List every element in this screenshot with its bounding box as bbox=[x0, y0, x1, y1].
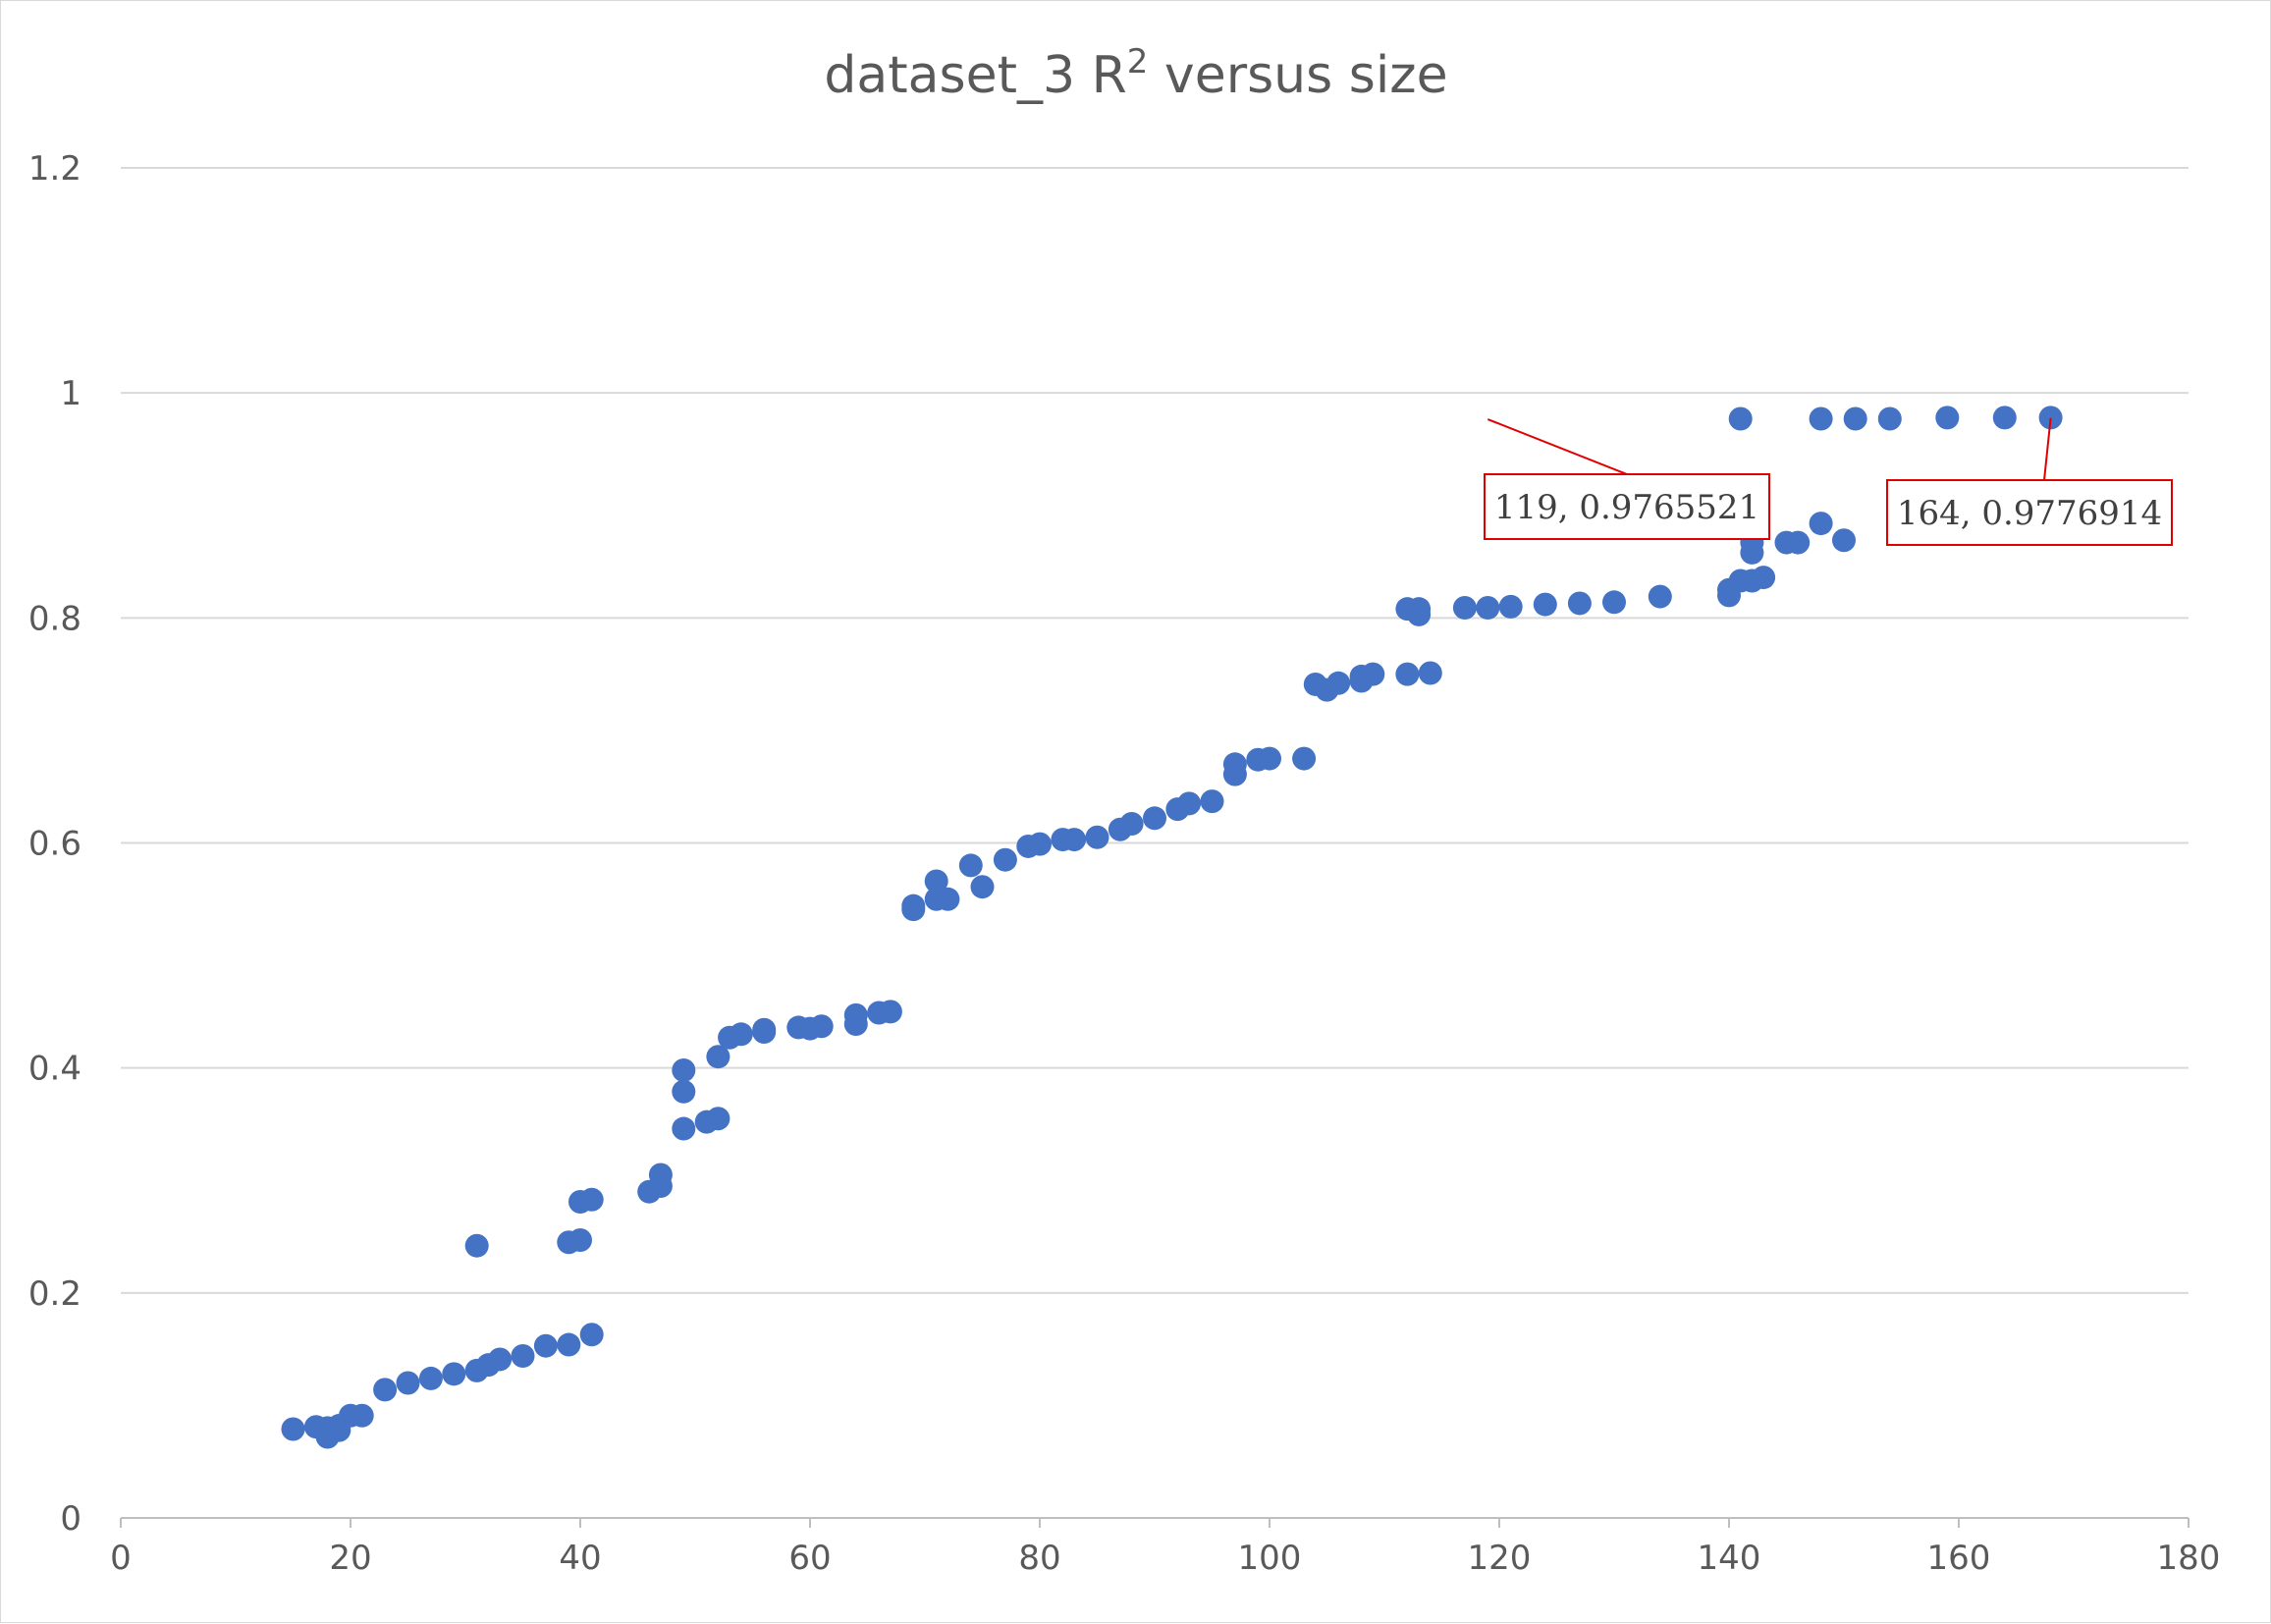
chart-title: dataset_3 R2 versus size bbox=[824, 42, 1447, 105]
data-point bbox=[1752, 566, 1776, 590]
data-point bbox=[1395, 662, 1420, 686]
x-tick-label: 140 bbox=[1698, 1539, 1761, 1578]
data-point bbox=[1200, 789, 1224, 814]
data-point bbox=[579, 1187, 604, 1212]
annotation-leader-line bbox=[2043, 417, 2052, 481]
data-point bbox=[878, 1000, 902, 1024]
y-tick-label: 0 bbox=[60, 1499, 81, 1539]
data-point bbox=[809, 1014, 834, 1039]
x-tick-label: 80 bbox=[1018, 1539, 1060, 1578]
annotation-box bbox=[1886, 479, 2173, 546]
data-annotations: 119, 0.9765521 164, 0.9776914 bbox=[1484, 417, 2173, 546]
y-tick-label: 1.2 bbox=[28, 149, 81, 189]
x-tick-label: 40 bbox=[559, 1539, 601, 1578]
y-tick-label: 0.2 bbox=[28, 1274, 81, 1314]
data-point bbox=[373, 1378, 398, 1402]
x-tick-label: 180 bbox=[2157, 1539, 2221, 1578]
chart-title-suffix: versus size bbox=[1148, 46, 1447, 105]
data-point bbox=[2038, 406, 2063, 430]
y-axis-tick-labels: 0 0.2 0.4 0.6 0.8 1 1.2 bbox=[28, 149, 81, 1539]
data-point bbox=[557, 1332, 581, 1357]
data-point bbox=[958, 853, 983, 878]
data-point bbox=[464, 1233, 489, 1258]
data-point bbox=[1533, 592, 1557, 617]
data-point bbox=[936, 887, 960, 911]
data-point bbox=[970, 875, 995, 899]
data-point bbox=[1143, 806, 1166, 831]
data-point bbox=[924, 869, 948, 893]
data-point bbox=[752, 1017, 777, 1042]
data-point bbox=[533, 1333, 558, 1358]
data-point bbox=[1809, 406, 1833, 431]
x-tick-label: 120 bbox=[1468, 1539, 1532, 1578]
data-point bbox=[1119, 812, 1144, 837]
y-tick-label: 1 bbox=[60, 374, 81, 413]
x-axis-tick-labels: 0 20 40 60 80 100 120 140 160 180 bbox=[110, 1539, 2220, 1578]
data-point bbox=[1258, 746, 1281, 771]
data-point bbox=[1476, 596, 1500, 621]
data-point bbox=[1809, 512, 1833, 536]
data-point bbox=[396, 1371, 420, 1395]
data-point bbox=[1648, 584, 1672, 609]
data-point bbox=[1786, 530, 1811, 555]
x-tick-label: 60 bbox=[788, 1539, 831, 1578]
data-point bbox=[1452, 596, 1477, 621]
data-point bbox=[1832, 528, 1856, 553]
data-point bbox=[1326, 671, 1351, 695]
x-tick-label: 100 bbox=[1238, 1539, 1302, 1578]
data-point bbox=[1062, 828, 1087, 852]
data-point bbox=[1085, 825, 1109, 849]
data-point bbox=[1361, 662, 1385, 686]
data-point bbox=[442, 1362, 466, 1386]
data-point bbox=[511, 1344, 535, 1368]
data-point bbox=[672, 1116, 696, 1141]
x-tick-label: 0 bbox=[110, 1539, 132, 1578]
data-point bbox=[1418, 661, 1442, 685]
data-point bbox=[579, 1323, 604, 1347]
x-tick-label: 160 bbox=[1927, 1539, 1991, 1578]
data-point bbox=[1498, 594, 1523, 619]
data-point bbox=[1222, 752, 1247, 777]
x-tick-label: 20 bbox=[329, 1539, 371, 1578]
data-point bbox=[706, 1107, 730, 1131]
data-point bbox=[1843, 406, 1867, 431]
data-point bbox=[1992, 406, 2017, 430]
data-point bbox=[729, 1022, 753, 1047]
annotation-leader-line bbox=[1487, 418, 1628, 475]
chart-title-superscript: 2 bbox=[1127, 42, 1149, 81]
data-point bbox=[1877, 406, 1902, 431]
y-tick-label: 0.4 bbox=[28, 1050, 81, 1089]
data-point bbox=[1602, 590, 1626, 615]
annotation-box bbox=[1484, 473, 1770, 540]
annotation-label: 119, 0.9765521 bbox=[1494, 488, 1759, 527]
data-point bbox=[1292, 746, 1317, 771]
data-point bbox=[672, 1057, 696, 1082]
data-point bbox=[418, 1366, 443, 1390]
data-point bbox=[706, 1045, 730, 1069]
y-tick-label: 0.8 bbox=[28, 599, 81, 638]
data-point bbox=[1028, 832, 1052, 856]
data-point bbox=[648, 1173, 673, 1198]
data-point bbox=[1177, 791, 1202, 816]
data-point bbox=[1407, 597, 1432, 622]
data-point bbox=[350, 1403, 374, 1428]
data-point bbox=[488, 1347, 513, 1372]
data-point bbox=[993, 847, 1017, 872]
y-tick-label: 0.6 bbox=[28, 825, 81, 864]
data-points bbox=[281, 406, 2063, 1449]
data-point bbox=[568, 1227, 592, 1252]
data-point bbox=[843, 1011, 868, 1036]
gridlines bbox=[120, 167, 2190, 1528]
data-point bbox=[1567, 591, 1592, 616]
annotation-label: 164, 0.9776914 bbox=[1897, 494, 2162, 533]
data-point bbox=[1728, 406, 1753, 431]
data-point bbox=[281, 1417, 305, 1441]
data-point bbox=[1935, 406, 1960, 430]
chart-title-main: dataset_3 R bbox=[824, 46, 1126, 105]
data-point bbox=[901, 893, 926, 918]
data-point bbox=[672, 1079, 696, 1104]
